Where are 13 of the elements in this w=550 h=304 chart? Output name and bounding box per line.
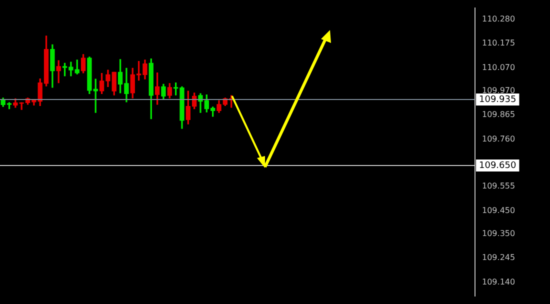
y-tick-label: 109.245	[482, 253, 516, 262]
y-tick-label: 110.070	[482, 62, 516, 72]
y-tick-label: 109.350	[482, 228, 516, 238]
ref-line-label: 109.935	[479, 94, 516, 105]
y-tick-label: 109.760	[482, 134, 516, 144]
y-tick-label: 109.555	[482, 182, 516, 191]
ref-line-label: 109.650	[479, 160, 516, 171]
y-tick-label: 110.175	[482, 38, 516, 48]
y-tick-label: 109.450	[482, 206, 516, 215]
y-tick-label: 109.140	[482, 277, 516, 286]
y-tick-label: 109.865	[482, 110, 516, 120]
y-tick-label: 110.280	[482, 14, 516, 24]
y-tick-label: 109.970	[482, 86, 516, 95]
